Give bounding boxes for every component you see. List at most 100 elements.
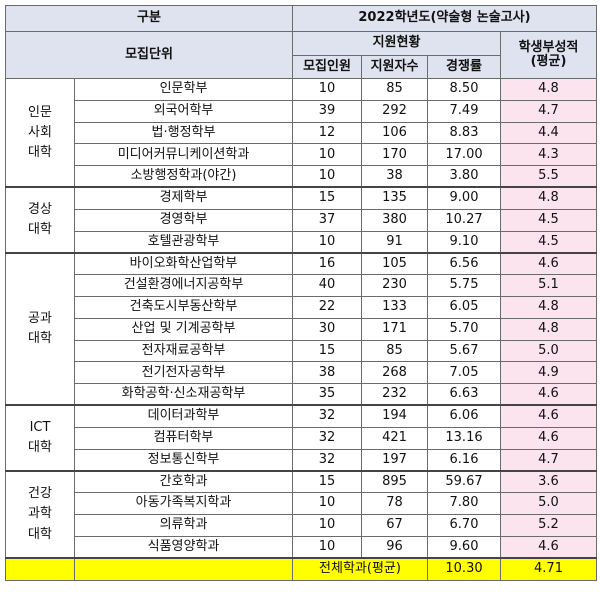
header-gubun: 구분 — [5, 5, 293, 32]
applicants-cell: 105 — [361, 251, 428, 276]
table-row: 경상 대학 경제학부 15 135 9.00 4.8 — [5, 186, 597, 254]
college-name-cell: 공과 대학 — [5, 251, 75, 406]
quota-cell: 22 — [292, 295, 362, 319]
quota-cell: 16 — [292, 251, 362, 276]
table-row: 건강 과학 대학 간호학과 15 895 59.67 3.6 — [5, 469, 597, 559]
quota-cell: 10 — [292, 143, 362, 167]
total-ratio: 10.30 — [427, 557, 501, 581]
college-name-line: 대학 — [28, 222, 52, 238]
department-cell: 미디어커뮤니케이션학과 — [74, 143, 293, 167]
header-student-record-line1: 학생부성적 — [518, 39, 579, 55]
ratio-cell: 9.00 — [427, 186, 501, 210]
department-cell: 소방행정학과(야간) — [74, 165, 293, 188]
college-name-line: 대학 — [28, 526, 52, 542]
table-row: 경영학부 37 380 10.27 4.5 — [6, 208, 597, 232]
ratio-cell: 6.70 — [427, 513, 501, 537]
department-cell: 데이터과학부 — [74, 404, 293, 428]
header-quota: 모집인원 — [292, 55, 362, 79]
total-score: 4.71 — [500, 557, 597, 581]
college-name-line: 공과 — [28, 311, 52, 327]
department-cell: 아동가족복지학과 — [74, 492, 293, 515]
department-cell: 컴퓨터학부 — [74, 426, 293, 450]
score-cell: 4.8 — [500, 78, 597, 101]
college-name-line: 대학 — [28, 144, 52, 160]
college-name-line: 경상 — [28, 202, 52, 218]
applicants-cell: 170 — [361, 143, 428, 167]
score-cell: 4.5 — [500, 230, 597, 254]
score-cell: 5.5 — [500, 165, 597, 188]
header-student-record-line2: (평균) — [530, 54, 567, 69]
ratio-cell: 9.60 — [427, 535, 501, 559]
college-name-line: 과학 — [28, 506, 52, 522]
department-cell: 식품영양학과 — [74, 535, 293, 559]
quota-cell: 38 — [292, 361, 362, 385]
applicants-cell: 232 — [361, 383, 428, 406]
table-row: ICT 대학 데이터과학부 32 194 6.06 4.6 — [5, 404, 597, 472]
applicants-cell: 895 — [361, 469, 428, 494]
applicants-cell: 171 — [361, 317, 428, 341]
table-row: 건축도시부동산학부 22 133 6.05 4.8 — [6, 295, 597, 319]
quota-cell: 32 — [292, 404, 362, 428]
table-row: 산업 및 기계공학부 30 171 5.70 4.8 — [6, 317, 597, 341]
header-row-3: 모집인원 지원자수 경쟁률 — [6, 55, 597, 79]
applicants-cell: 292 — [361, 99, 428, 123]
score-cell: 4.7 — [500, 448, 597, 472]
table-row: 식품영양학과 10 96 9.60 4.6 — [6, 535, 597, 559]
department-cell: 산업 및 기계공학부 — [74, 317, 293, 341]
ratio-cell: 10.27 — [427, 208, 501, 232]
score-cell: 4.8 — [500, 317, 597, 341]
table-row: 소방행정학과(야간) 10 38 3.80 5.5 — [6, 165, 597, 188]
ratio-cell: 6.05 — [427, 295, 501, 319]
header-applicants: 지원자수 — [361, 55, 428, 79]
department-cell: 건설환경에너지공학부 — [74, 274, 293, 297]
table-row: 인문 사회 대학 인문학부 10 85 8.50 4.8 — [5, 78, 597, 188]
header-unit: 모집단위 — [5, 31, 293, 79]
admission-table-container: 구분 2022학년도(약술형 논술고사) 모집단위 지원현황 학생부성적 (평균… — [5, 5, 597, 581]
ratio-cell: 7.05 — [427, 361, 501, 385]
score-cell: 5.2 — [500, 513, 597, 537]
ratio-cell: 8.50 — [427, 78, 501, 101]
score-cell: 5.0 — [500, 492, 597, 515]
department-cell: 정보통신학부 — [74, 448, 293, 472]
admission-results-table: 구분 2022학년도(약술형 논술고사) 모집단위 지원현황 학생부성적 (평균… — [5, 5, 597, 581]
college-name-line: 인문 — [28, 104, 52, 120]
applicants-cell: 106 — [361, 121, 428, 145]
table-row: 의류학과 10 67 6.70 5.2 — [6, 513, 597, 537]
department-cell: 바이오화학산업학부 — [74, 251, 293, 276]
applicants-cell: 268 — [361, 361, 428, 385]
applicants-cell: 85 — [361, 339, 428, 363]
quota-cell: 15 — [292, 469, 362, 494]
score-cell: 4.6 — [500, 404, 597, 428]
department-cell: 전기전자공학부 — [74, 361, 293, 385]
ratio-cell: 59.67 — [427, 469, 501, 494]
score-cell: 4.4 — [500, 121, 597, 145]
table-row: 화학공학·신소재공학부 35 232 6.63 4.6 — [6, 383, 597, 406]
score-cell: 4.6 — [500, 535, 597, 559]
department-cell: 경제학부 — [74, 186, 293, 210]
department-cell: 전자재료공학부 — [74, 339, 293, 363]
quota-cell: 32 — [292, 426, 362, 450]
college-name-line: ICT — [29, 420, 51, 435]
ratio-cell: 7.80 — [427, 492, 501, 515]
quota-cell: 37 — [292, 208, 362, 232]
table-row: 아동가족복지학과 10 78 7.80 5.0 — [6, 492, 597, 515]
score-cell: 4.6 — [500, 383, 597, 406]
total-row: 전체학과(평균) 10.30 4.71 — [5, 557, 597, 581]
applicants-cell: 67 — [361, 513, 428, 537]
college-name-line: 사회 — [28, 124, 52, 140]
ratio-cell: 17.00 — [427, 143, 501, 167]
applicants-cell: 78 — [361, 492, 428, 515]
total-blank-cell — [74, 557, 293, 581]
total-blank-cell — [5, 557, 75, 581]
department-cell: 경영학부 — [74, 208, 293, 232]
department-cell: 건축도시부동산학부 — [74, 295, 293, 319]
college-name-line: 건강 — [28, 486, 52, 502]
department-cell: 호텔관광학부 — [74, 230, 293, 254]
quota-cell: 10 — [292, 78, 362, 101]
ratio-cell: 8.83 — [427, 121, 501, 145]
table-row: 공과 대학 바이오화학산업학부 16 105 6.56 4.6 — [5, 251, 597, 406]
score-cell: 5.0 — [500, 339, 597, 363]
header-student-record: 학생부성적 (평균) — [500, 31, 597, 79]
